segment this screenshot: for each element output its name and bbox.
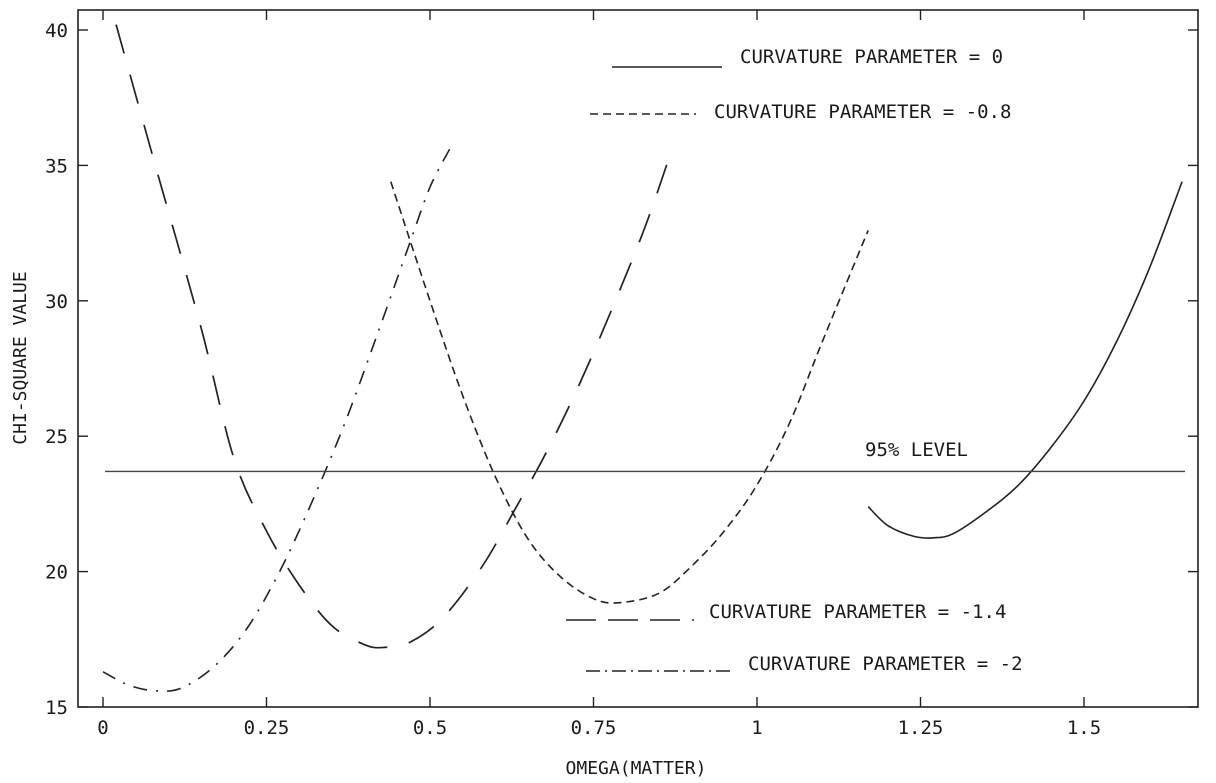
legend-label-k-2: CURVATURE PARAMETER = -2 <box>748 653 1023 675</box>
legend-bottom: CURVATURE PARAMETER = -1.4 CURVATURE PAR… <box>566 601 1023 675</box>
series-line-0 <box>867 181 1183 539</box>
series-layer <box>102 24 1183 692</box>
x-tick-label: 1 <box>751 717 762 739</box>
x-axis-label: OMEGA(MATTER) <box>566 758 707 779</box>
series-line-3 <box>102 148 451 692</box>
y-tick-label: 40 <box>45 20 68 42</box>
x-tick-label: 0.5 <box>413 717 447 739</box>
series-line-2 <box>115 24 673 649</box>
legend-top: CURVATURE PARAMETER = 0 CURVATURE PARAME… <box>590 46 1011 123</box>
y-tick-label: 30 <box>45 291 68 313</box>
legend-label-k0: CURVATURE PARAMETER = 0 <box>740 46 1003 68</box>
y-tick-label: 15 <box>45 697 68 719</box>
y-tick-label: 35 <box>45 155 68 177</box>
y-tick-label: 20 <box>45 562 68 584</box>
x-tick-label: 0.75 <box>571 717 617 739</box>
legend-label-k-0-8: CURVATURE PARAMETER = -0.8 <box>714 101 1011 123</box>
y-tick-label: 25 <box>45 426 68 448</box>
y-axis-ticks: 15 20 25 30 35 40 <box>45 20 1198 719</box>
reference-line-label: 95% LEVEL <box>865 439 968 461</box>
x-axis-ticks: 0 0.25 0.5 0.75 1 1.25 1.5 <box>97 10 1101 739</box>
legend-label-k-1-4: CURVATURE PARAMETER = -1.4 <box>709 601 1006 623</box>
x-tick-label: 0.25 <box>244 717 290 739</box>
series-line-1 <box>390 181 869 604</box>
plot-frame <box>77 9 1199 708</box>
y-axis-label: CHI-SQUARE VALUE <box>10 271 31 444</box>
x-tick-label: 1.5 <box>1067 717 1101 739</box>
x-tick-label: 0 <box>97 717 108 739</box>
x-tick-label: 1.25 <box>898 717 944 739</box>
